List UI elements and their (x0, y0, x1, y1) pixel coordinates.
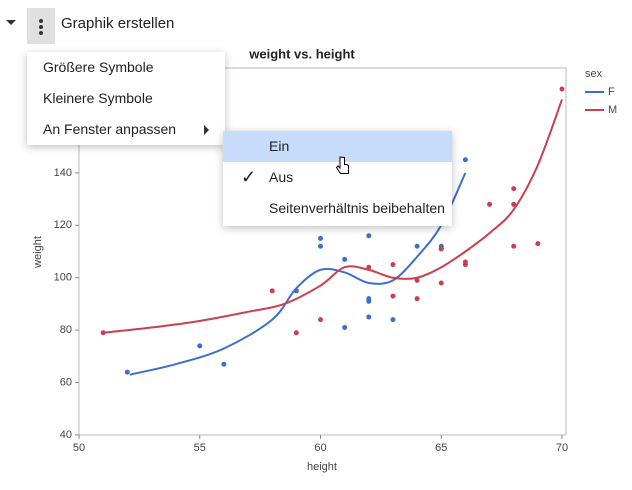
point (559, 86, 565, 92)
x-tick-label: 65 (435, 442, 447, 454)
submenu-item[interactable]: Ein (223, 131, 452, 162)
point (511, 201, 517, 207)
x-tick-label: 70 (556, 442, 568, 454)
point (414, 296, 420, 302)
submenu-arrow (204, 125, 209, 135)
submenu-item[interactable]: ✓ Aus (223, 162, 452, 193)
point (197, 343, 203, 349)
menu-item[interactable]: An Fenster anpassen (27, 114, 225, 145)
point (511, 243, 517, 249)
x-tick-label: 50 (73, 442, 85, 454)
point (221, 361, 227, 367)
y-axis-label: weight (32, 236, 44, 269)
point (487, 201, 493, 207)
fit-curve (129, 172, 467, 376)
submenu: Ein ✓ Aus Seitenverhältnis beibehalten (223, 131, 452, 226)
point (366, 298, 372, 304)
y-tick-label: 140 (54, 167, 72, 179)
point (390, 262, 396, 268)
cursor (336, 156, 349, 174)
point (438, 280, 444, 286)
point (462, 157, 468, 163)
point (414, 243, 420, 249)
fit-curve (103, 99, 563, 334)
point (100, 330, 106, 336)
point (269, 288, 275, 294)
legend-label: M (608, 104, 617, 116)
point (318, 317, 323, 323)
x-tick-label: 55 (194, 442, 206, 454)
y-tick-label: 60 (60, 376, 72, 388)
point (342, 325, 348, 331)
y-tick-label: 100 (54, 272, 72, 284)
point (366, 233, 372, 239)
point (318, 243, 323, 249)
submenu-item-label: Aus (269, 169, 294, 185)
point (318, 235, 323, 241)
x-axis-label: height (307, 461, 337, 473)
check-mark: ✓ (241, 167, 257, 187)
collapse-arrow[interactable] (6, 20, 16, 25)
point (390, 293, 396, 299)
plot-frame (78, 67, 567, 436)
point (511, 186, 517, 192)
y-tick-label: 80 (60, 324, 72, 336)
kebab-button[interactable] (27, 8, 55, 44)
chart-title: weight vs. height (248, 46, 355, 61)
point (390, 317, 396, 323)
submenu-item[interactable]: Seitenverhältnis beibehalten (269, 200, 445, 216)
y-tick-label: 120 (54, 219, 72, 231)
point (535, 241, 541, 247)
point (462, 262, 468, 268)
x-tick-label: 60 (314, 442, 326, 454)
y-tick-label: 40 (60, 429, 72, 441)
point (342, 256, 348, 262)
toolbar-title: Graphik erstellen (61, 15, 175, 32)
point (293, 288, 299, 294)
menu-item[interactable]: Kleinere Symbole (43, 90, 153, 106)
legend-title: sex (585, 68, 603, 80)
menu: Größere Symbole Kleinere Symbole An Fens… (27, 52, 225, 145)
point (438, 246, 444, 252)
legend-label: F (608, 86, 615, 98)
point (414, 277, 420, 283)
menu-item-label: An Fenster anpassen (43, 121, 177, 137)
point (366, 314, 372, 320)
point (124, 369, 130, 375)
point (366, 264, 372, 270)
point (293, 330, 299, 336)
menu-item[interactable]: Größere Symbole (43, 59, 154, 75)
